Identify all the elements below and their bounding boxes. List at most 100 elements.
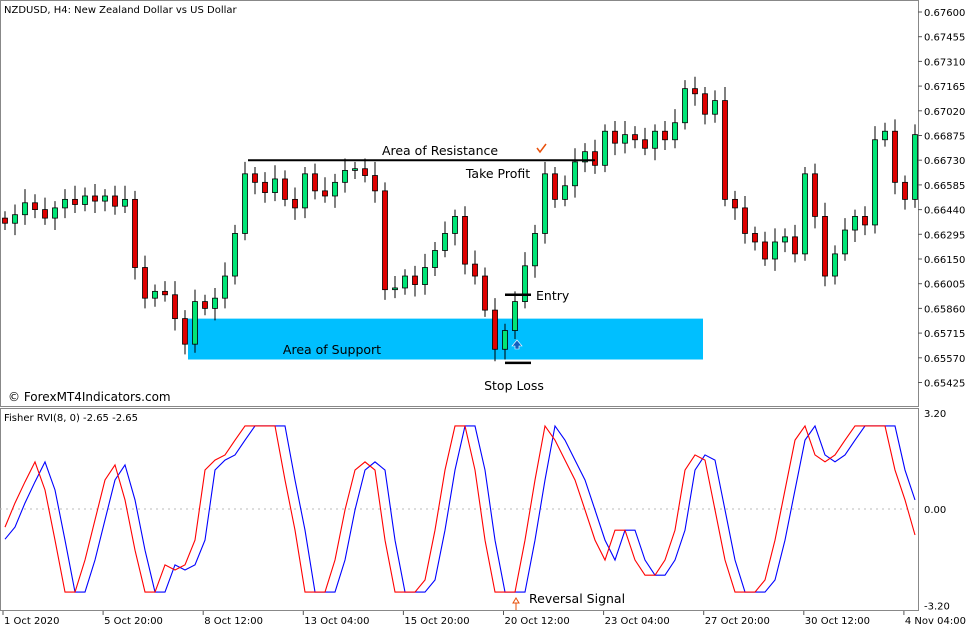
chart-title: NZDUSD, H4: New Zealand Dollar vs US Dol… [4,5,238,16]
bear-candle [172,294,178,320]
price-axis: 0.67600 0.67455 0.67310 0.67165 0.67020 0.668… [918,8,965,390]
price-tick-label: 0.66440 [924,206,965,217]
bear-candle [762,241,768,260]
bull-candle [782,236,788,243]
bear-candle [732,198,738,209]
indicator-title: Fisher RVI(8, 0) -2.65 -2.65 [4,413,138,424]
bear-candle [492,309,498,350]
resistance-label: Area of Resistance [382,143,498,158]
bull-candle [502,330,508,350]
price-tick-label: 0.65860 [924,304,965,315]
bear-candle [92,195,98,202]
bull-candle [402,275,408,289]
bear-candle [692,88,698,95]
bear-candle [292,198,298,209]
indicator-tick-label: 3.20 [924,409,946,420]
bear-candle [322,190,328,197]
time-tick-label: 20 Oct 12:00 [505,616,570,627]
bull-candle [712,100,718,115]
price-tick-label: 0.67600 [924,8,965,19]
bear-candle [902,181,908,200]
bull-candle [882,130,888,141]
bear-candle [372,175,378,192]
time-tick-label: 4 Nov 04:00 [905,616,966,627]
bull-candle [192,301,198,345]
time-tick-label: 8 Oct 12:00 [204,616,263,627]
bear-candle [702,93,708,115]
bull-candle [772,241,778,260]
bull-candle [62,198,68,209]
bear-candle [32,202,38,211]
bull-candle [522,265,528,302]
bull-candle [392,287,398,291]
reversal-signal-label: Reversal Signal [529,591,625,606]
watermark: © ForexMT4Indicators.com [8,390,171,404]
price-tick-label: 0.65425 [924,379,965,390]
price-tick-label: 0.66005 [924,280,965,291]
bull-candle [442,233,448,251]
bear-candle [472,263,478,277]
bull-candle [682,88,688,124]
price-tick-label: 0.66730 [924,156,965,167]
bear-candle [482,275,488,311]
bear-candle [412,275,418,285]
bear-candle [312,173,318,192]
bear-candle [892,130,898,183]
fisher-line [4,424,916,593]
support-label: Area of Support [283,342,381,357]
price-tick-label: 0.67165 [924,82,965,93]
bear-candle [182,318,188,345]
time-tick-label: 30 Oct 12:00 [805,616,870,627]
bull-candle [152,290,158,299]
bear-candle [162,290,168,296]
bear-candle [112,195,118,207]
bull-candle [852,216,858,231]
time-tick-label: 15 Oct 20:00 [404,616,469,627]
bull-candle [352,168,358,171]
price-tick-label: 0.67310 [924,57,965,68]
bull-candle [222,275,228,299]
bull-candle [652,130,658,149]
signal-line [4,424,916,593]
bear-candle [42,209,48,219]
bear-candle [462,216,468,265]
bull-candle [342,170,348,183]
bear-candle [742,207,748,234]
bear-candle [822,216,828,277]
bull-candle [82,195,88,205]
bull-candle [562,185,568,200]
price-tick-label: 0.65715 [924,329,965,340]
bull-candle [532,233,538,267]
checkmark-icon [536,143,547,154]
bull-candle [912,134,918,200]
time-tick-label: 27 Oct 20:00 [705,616,770,627]
bull-candle [232,233,238,277]
bear-candle [642,139,648,149]
bull-candle [22,202,28,216]
take-profit-label: Take Profit [465,166,530,181]
price-tick-label: 0.67455 [924,33,965,44]
bull-candle [602,130,608,166]
indicator-tick-label: 0.00 [924,505,946,516]
time-tick-label: 23 Oct 04:00 [605,616,670,627]
price-tick-label: 0.66150 [924,255,965,266]
time-tick-label: 5 Oct 20:00 [104,616,163,627]
bull-candle [672,122,678,141]
bull-candle [582,151,588,163]
time-tick-label: 13 Oct 04:00 [304,616,369,627]
indicator-axis: 3.20 0.00 -3.20 [924,409,950,613]
price-tick-label: 0.66585 [924,181,965,192]
bear-candle [252,173,258,183]
bull-candle [302,173,308,209]
bear-candle [632,134,638,141]
bull-candle [102,195,108,202]
bull-candle [122,198,128,207]
time-axis: 1 Oct 2020 5 Oct 20:00 8 Oct 12:00 13 Oct 0… [2,611,966,627]
bear-candle [592,151,598,166]
bull-candle [272,178,278,193]
bear-candle [862,216,868,226]
bear-candle [382,190,388,291]
bull-candle [572,161,578,187]
bull-candle [622,134,628,144]
